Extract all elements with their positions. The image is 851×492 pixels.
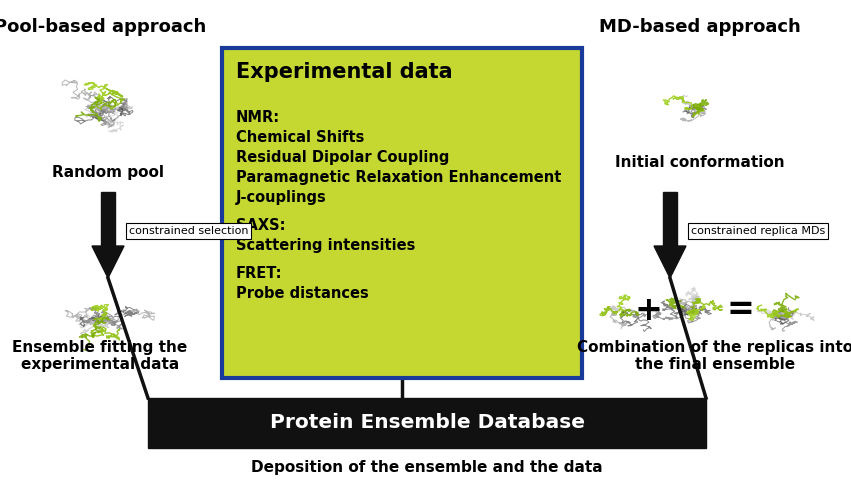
Polygon shape (663, 192, 677, 246)
FancyBboxPatch shape (148, 398, 706, 448)
Text: SAXS:: SAXS: (236, 218, 285, 233)
Text: Protein Ensemble Database: Protein Ensemble Database (270, 413, 585, 432)
Text: MD-based approach: MD-based approach (599, 18, 801, 36)
Text: +: + (634, 294, 662, 327)
Polygon shape (654, 246, 686, 278)
FancyBboxPatch shape (222, 48, 582, 378)
Text: Residual Dipolar Coupling: Residual Dipolar Coupling (236, 150, 449, 165)
Text: Experimental data: Experimental data (236, 62, 453, 82)
Text: Pool-based approach: Pool-based approach (0, 18, 206, 36)
Text: Random pool: Random pool (52, 165, 164, 180)
Text: Deposition of the ensemble and the data: Deposition of the ensemble and the data (251, 460, 603, 475)
Polygon shape (92, 246, 124, 278)
Text: Probe distances: Probe distances (236, 286, 368, 301)
Text: Ensemble fitting the
experimental data: Ensemble fitting the experimental data (13, 340, 187, 372)
Text: Scattering intensities: Scattering intensities (236, 238, 415, 253)
Polygon shape (100, 192, 115, 246)
Text: constrained replica MDs: constrained replica MDs (691, 226, 825, 236)
Text: Paramagnetic Relaxation Enhancement: Paramagnetic Relaxation Enhancement (236, 170, 562, 185)
Text: NMR:: NMR: (236, 110, 280, 125)
Text: FRET:: FRET: (236, 266, 283, 281)
Text: J-couplings: J-couplings (236, 190, 327, 205)
Text: =: = (726, 294, 754, 327)
Text: Chemical Shifts: Chemical Shifts (236, 130, 364, 145)
Text: Initial conformation: Initial conformation (615, 155, 785, 170)
Text: Combination of the replicas into
the final ensemble: Combination of the replicas into the fin… (577, 340, 851, 372)
Text: constrained selection: constrained selection (129, 226, 248, 236)
